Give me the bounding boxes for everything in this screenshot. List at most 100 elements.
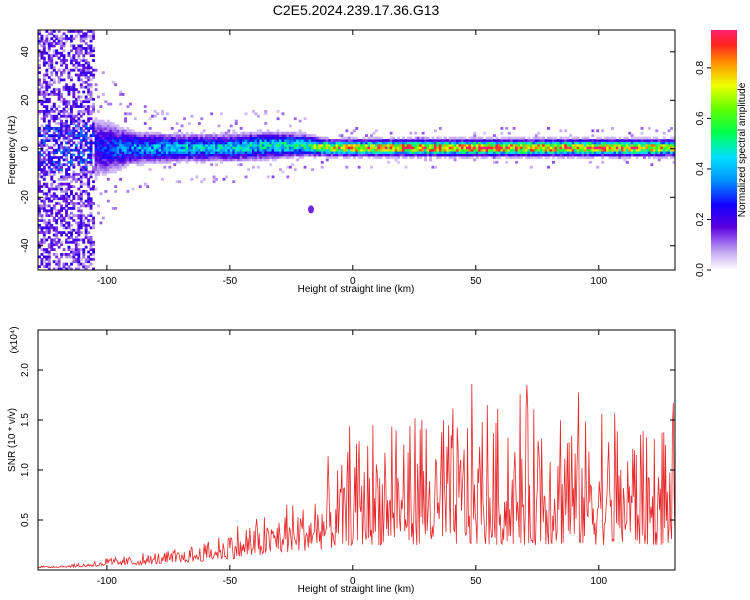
spectrogram-cell	[547, 165, 550, 169]
spectrogram-cell	[84, 141, 88, 145]
spectrogram-cell	[424, 146, 427, 150]
spectrogram-cell	[104, 134, 108, 137]
spectrogram-cell	[643, 146, 646, 150]
spectrogram-cell	[197, 141, 201, 145]
spectrogram-cell	[40, 207, 44, 210]
spectrogram-cell	[343, 136, 346, 140]
spectrogram-cell	[313, 136, 317, 140]
spectrogram-cell	[608, 156, 612, 159]
spectrogram-cell	[441, 139, 445, 142]
spectrogram-cell	[601, 139, 605, 142]
spectrogram-cell	[625, 143, 629, 147]
spectrogram-cell	[571, 141, 575, 145]
spectrogram-cell	[47, 226, 51, 230]
spectrogram-cell	[547, 139, 550, 142]
spectrogram-cell	[323, 141, 327, 145]
spectrogram-cell	[87, 260, 91, 264]
spectrogram-cell	[55, 42, 59, 45]
spectrogram-cell	[465, 156, 469, 159]
spectrogram-cell	[114, 124, 118, 128]
spectrogram-cell	[101, 153, 105, 157]
spectrogram-cell	[247, 146, 250, 150]
spectrogram-cell	[402, 136, 405, 140]
spectrogram-cell	[148, 143, 152, 147]
spectrogram-cell	[97, 127, 100, 130]
spectrogram-cell	[308, 153, 312, 157]
spectrogram-cell	[42, 156, 46, 159]
spectrogram-cell	[465, 148, 469, 152]
spectrogram-cell	[141, 158, 145, 162]
spectrogram-cell	[74, 124, 78, 128]
spectrogram-cell	[244, 139, 248, 142]
spectrogram-cell	[156, 139, 159, 142]
spectrogram-cell	[431, 153, 435, 157]
spectrogram-cell	[87, 97, 91, 101]
spectrogram-cell	[483, 151, 487, 154]
spectrogram-cell	[323, 143, 327, 147]
spectrogram-cell	[70, 262, 73, 266]
spectrogram-cell	[443, 143, 447, 147]
spectrogram-cell	[89, 97, 93, 101]
spectrogram-cell	[45, 90, 49, 94]
spectrogram-cell	[665, 153, 669, 157]
spectrogram-cell	[525, 139, 528, 142]
spectrogram-cell	[47, 255, 51, 259]
spectrogram-cell	[109, 139, 113, 142]
spectrogram-cell	[163, 117, 167, 121]
spectrogram-cell	[579, 141, 582, 145]
spectrogram-cell	[556, 146, 560, 150]
spectrogram-cell	[55, 185, 59, 188]
spectrogram-cell	[111, 134, 115, 137]
spectrogram-cell	[72, 175, 76, 179]
spectrogram-cell	[244, 141, 248, 145]
spectrogram-cell	[38, 93, 41, 96]
spectrogram-cell	[84, 160, 88, 164]
spectrogram-cell	[542, 151, 546, 154]
spectrogram-cell	[121, 163, 125, 167]
spectrogram-cell	[552, 136, 555, 140]
spectrogram-cell	[161, 146, 164, 150]
spectrogram-cell	[116, 156, 120, 159]
spectrogram-cell	[74, 47, 78, 50]
spectrogram-cell	[131, 134, 135, 137]
spectrogram-cell	[264, 146, 268, 150]
spectrogram-cell	[52, 54, 56, 57]
spectrogram-cell	[121, 165, 125, 169]
spectrogram-cell	[252, 165, 255, 169]
spectrogram-cell	[70, 59, 73, 62]
spectrogram-cell	[254, 134, 258, 137]
spectrogram-cell	[60, 59, 63, 62]
spectrogram-cell	[276, 129, 280, 133]
spectrogram-cell	[424, 158, 427, 162]
spectrogram-cell	[38, 245, 41, 249]
spectrogram-cell	[161, 160, 164, 164]
spectrogram-cell	[399, 141, 403, 145]
spectrogram-cell	[173, 134, 177, 137]
spectrogram-cell	[87, 214, 91, 217]
spectrogram-cell	[264, 156, 268, 159]
spectrogram-cell	[121, 148, 125, 152]
spectrogram-cell	[537, 131, 541, 135]
spectrogram-cell	[601, 156, 605, 159]
spectrogram-cell	[522, 148, 526, 152]
spectrogram-cell	[62, 124, 66, 128]
spectrogram-cell	[45, 221, 49, 225]
spectrogram-cell	[227, 139, 231, 142]
spectrogram-cell	[82, 143, 86, 147]
spectrogram-cell	[382, 143, 386, 147]
spectrogram-cell	[131, 141, 135, 145]
spectrogram-cell	[306, 136, 309, 140]
spectrogram-cell	[266, 175, 270, 179]
spectrogram-cell	[124, 129, 127, 133]
spectrogram-cell	[79, 170, 83, 174]
spectrogram-cell	[197, 122, 201, 125]
spectrogram-cell	[352, 153, 356, 157]
spectrogram-cell	[362, 141, 366, 145]
spectrogram-cell	[424, 148, 427, 152]
spectrogram-cell	[416, 146, 420, 150]
spectrogram-cell	[485, 148, 489, 152]
spectrogram-cell	[188, 146, 191, 150]
spectrogram-cell	[124, 165, 127, 169]
spectrogram-cell	[138, 131, 142, 135]
spectrogram-cell	[192, 151, 196, 154]
